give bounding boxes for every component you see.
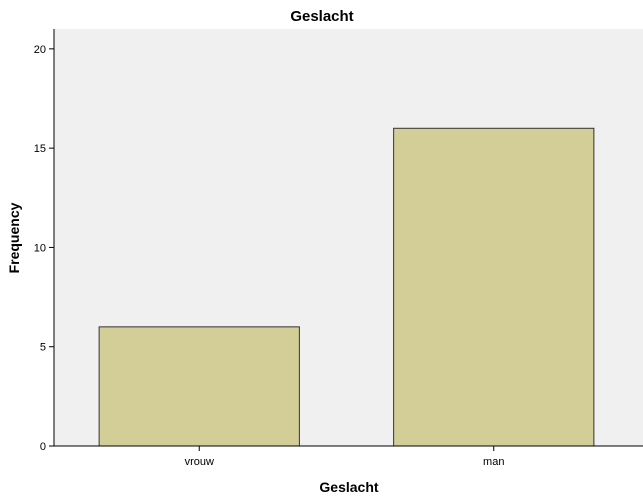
- x-tick-label: vrouw: [185, 456, 214, 468]
- x-axis-ticks: vrouw man: [185, 446, 504, 468]
- y-tick-label: 0: [40, 441, 46, 453]
- y-tick-label: 5: [40, 342, 46, 354]
- y-tick-label: 10: [34, 242, 46, 254]
- bars-group: [98, 127, 595, 447]
- chart-title: Geslacht: [290, 8, 353, 25]
- x-axis-title: Geslacht: [319, 479, 378, 495]
- bar-man: [393, 127, 595, 447]
- y-axis-ticks: 0 5 10 15 20: [34, 44, 54, 453]
- y-tick-label: 15: [34, 143, 46, 155]
- x-tick-label: man: [483, 456, 504, 468]
- y-axis-title: Frequency: [6, 202, 22, 273]
- y-tick-label: 20: [34, 44, 46, 56]
- bar-vrouw: [98, 326, 300, 447]
